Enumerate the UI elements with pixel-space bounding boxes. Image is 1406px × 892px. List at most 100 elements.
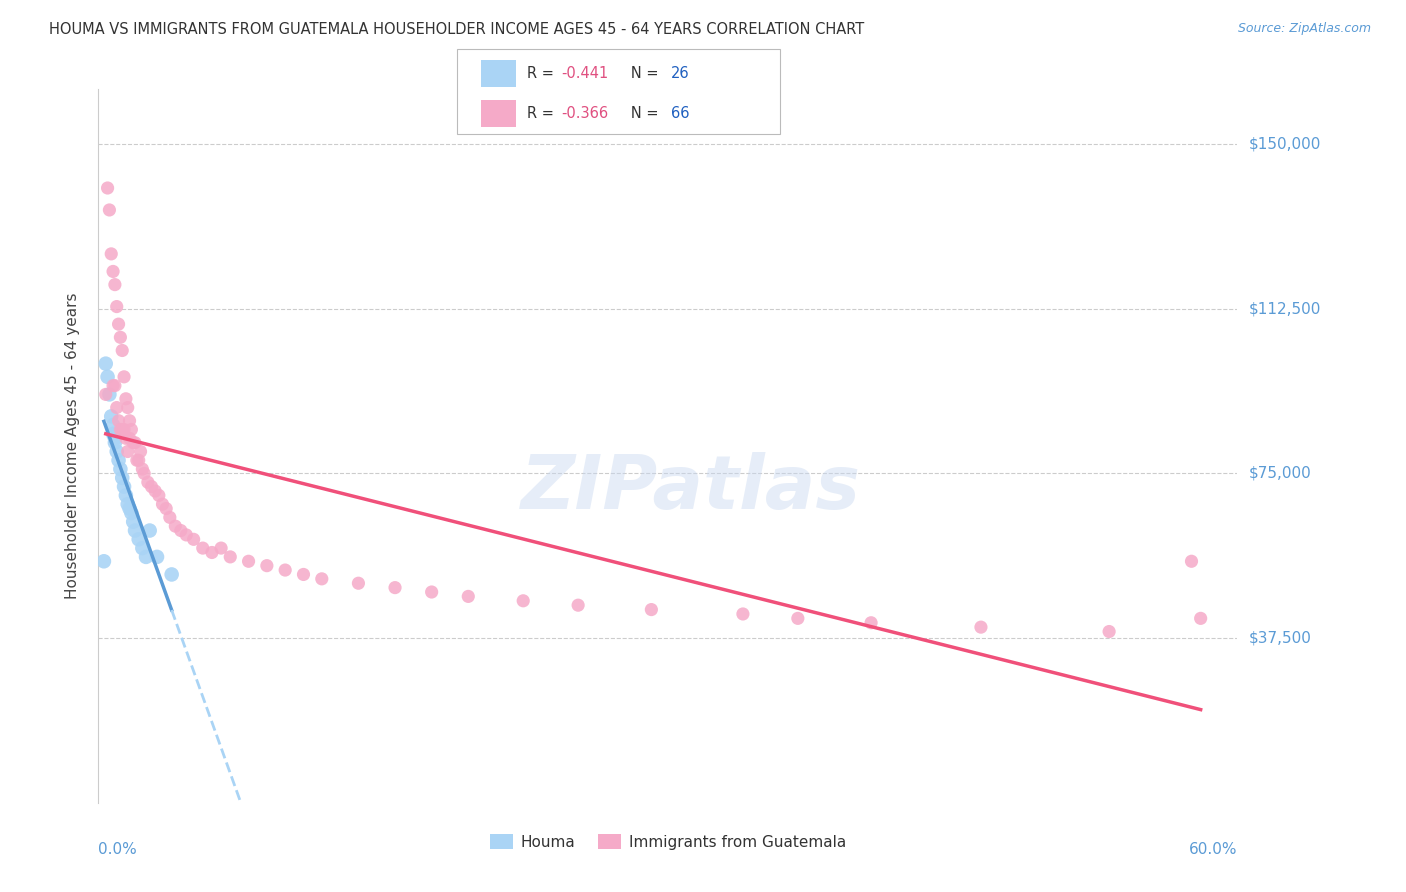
Point	[117, 401, 139, 415]
Point	[1189, 611, 1212, 625]
Point	[124, 435, 146, 450]
Point	[201, 545, 224, 559]
Point	[219, 549, 242, 564]
Text: ZIPatlas: ZIPatlas	[520, 452, 860, 525]
Text: Source: ZipAtlas.com: Source: ZipAtlas.com	[1237, 22, 1371, 36]
Point	[112, 423, 135, 437]
Point	[111, 423, 134, 437]
Legend: Houma, Immigrants from Guatemala: Houma, Immigrants from Guatemala	[484, 828, 852, 855]
Point	[118, 431, 141, 445]
Point	[131, 462, 153, 476]
Point	[731, 607, 754, 621]
Point	[143, 483, 166, 498]
Point	[274, 563, 297, 577]
Point	[120, 423, 142, 437]
Text: R =: R =	[527, 106, 558, 120]
Point	[970, 620, 993, 634]
Point	[138, 524, 160, 538]
Point	[786, 611, 808, 625]
Point	[112, 480, 135, 494]
Point	[141, 480, 163, 494]
Point	[105, 444, 128, 458]
Point	[131, 541, 153, 555]
Point	[104, 277, 127, 292]
Point	[118, 501, 141, 516]
Point	[104, 431, 127, 445]
Text: 0.0%: 0.0%	[98, 842, 138, 857]
Text: $75,000: $75,000	[1249, 466, 1312, 481]
Point	[159, 510, 181, 524]
Point	[256, 558, 278, 573]
Point	[238, 554, 260, 568]
Point	[104, 435, 127, 450]
Y-axis label: Householder Income Ages 45 - 64 years: Householder Income Ages 45 - 64 years	[65, 293, 80, 599]
Point	[110, 330, 132, 344]
Point	[101, 378, 124, 392]
Point	[97, 181, 120, 195]
Point	[135, 549, 157, 564]
Point	[567, 598, 589, 612]
Point	[134, 467, 156, 481]
Point	[100, 247, 122, 261]
Point	[1098, 624, 1121, 639]
Text: -0.441: -0.441	[561, 66, 609, 80]
Point	[311, 572, 333, 586]
Point	[124, 524, 146, 538]
Point	[292, 567, 315, 582]
Point	[115, 431, 138, 445]
Point	[457, 590, 479, 604]
Point	[100, 409, 122, 424]
Point	[94, 357, 117, 371]
Point	[98, 387, 121, 401]
Point	[105, 300, 128, 314]
Point	[128, 453, 150, 467]
Point	[117, 497, 139, 511]
Point	[512, 594, 534, 608]
Point	[110, 423, 132, 437]
Text: 26: 26	[671, 66, 689, 80]
Point	[107, 317, 129, 331]
Point	[97, 369, 120, 384]
Point	[209, 541, 232, 555]
Point	[117, 444, 139, 458]
Text: R =: R =	[527, 66, 558, 80]
Point	[146, 549, 169, 564]
Point	[384, 581, 406, 595]
Point	[111, 471, 134, 485]
Point	[94, 387, 117, 401]
Point	[105, 401, 128, 415]
Text: $37,500: $37,500	[1249, 631, 1312, 646]
Point	[347, 576, 370, 591]
Point	[125, 453, 148, 467]
Point	[112, 369, 135, 384]
Point	[111, 343, 134, 358]
Point	[115, 488, 138, 502]
Point	[148, 488, 170, 502]
Text: $150,000: $150,000	[1249, 136, 1320, 152]
Point	[118, 414, 141, 428]
Point	[107, 414, 129, 428]
Point	[104, 378, 127, 392]
Point	[160, 567, 183, 582]
Point	[165, 519, 187, 533]
Point	[101, 264, 124, 278]
Point	[136, 475, 159, 490]
Point	[155, 501, 177, 516]
Point	[860, 615, 883, 630]
Point	[640, 602, 662, 616]
Text: N =: N =	[617, 66, 664, 80]
Text: HOUMA VS IMMIGRANTS FROM GUATEMALA HOUSEHOLDER INCOME AGES 45 - 64 YEARS CORRELA: HOUMA VS IMMIGRANTS FROM GUATEMALA HOUSE…	[49, 22, 865, 37]
Point	[115, 392, 138, 406]
Point	[129, 444, 152, 458]
Point	[101, 426, 124, 441]
Point	[420, 585, 443, 599]
Text: $112,500: $112,500	[1249, 301, 1320, 317]
Point	[122, 435, 145, 450]
Point	[128, 533, 150, 547]
Text: 60.0%: 60.0%	[1189, 842, 1237, 857]
Text: N =: N =	[617, 106, 664, 120]
Point	[98, 202, 121, 217]
Point	[122, 515, 145, 529]
Point	[191, 541, 214, 555]
Point	[110, 462, 132, 476]
